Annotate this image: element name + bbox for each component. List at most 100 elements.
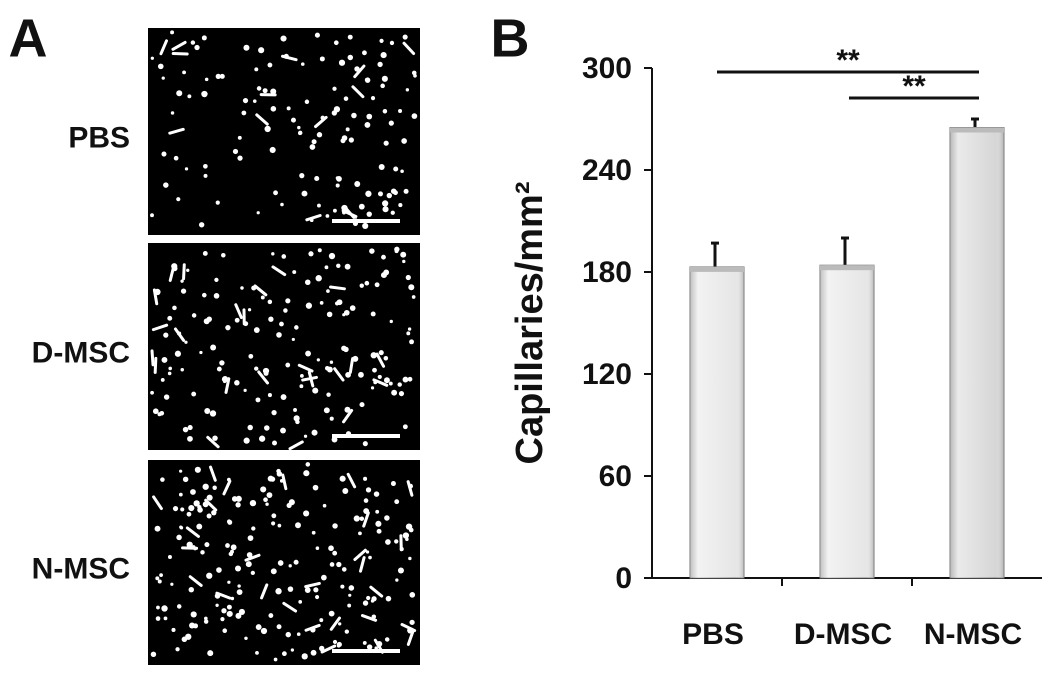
vessel xyxy=(291,648,294,651)
vessel xyxy=(263,88,268,93)
vessel xyxy=(404,189,409,194)
vessel xyxy=(384,141,389,146)
vessel xyxy=(190,489,196,495)
vessel xyxy=(381,52,387,58)
vessel xyxy=(251,286,256,291)
image-label: PBS xyxy=(68,121,130,154)
vessel xyxy=(341,205,347,211)
vessel xyxy=(219,360,224,365)
vessel xyxy=(203,484,209,490)
vessel xyxy=(399,391,404,396)
panel-label: A xyxy=(9,8,48,68)
vessel xyxy=(412,113,418,119)
vessel xyxy=(280,35,286,41)
vessel xyxy=(315,275,321,281)
vessel xyxy=(314,176,319,181)
vessel xyxy=(379,350,384,355)
vessel xyxy=(193,613,196,616)
vessel xyxy=(287,106,291,110)
vessel xyxy=(201,91,207,97)
vessel xyxy=(332,551,337,556)
vessel xyxy=(164,616,168,620)
vessel xyxy=(152,351,153,365)
vessel xyxy=(271,410,276,415)
vessel xyxy=(256,397,261,402)
vessel xyxy=(311,650,317,656)
vessel xyxy=(177,604,182,609)
vessel xyxy=(280,203,284,207)
vessel xyxy=(251,526,255,530)
vessel xyxy=(315,33,320,38)
vessel xyxy=(183,477,188,482)
vessel xyxy=(391,211,395,215)
vessel xyxy=(354,181,360,187)
vessel xyxy=(243,98,248,103)
vessel xyxy=(164,394,169,399)
vessel xyxy=(294,415,300,421)
vessel xyxy=(401,138,407,144)
vessel xyxy=(360,516,364,520)
vessel xyxy=(289,564,292,567)
vessel xyxy=(304,435,307,438)
vessel xyxy=(180,507,184,511)
vessel xyxy=(342,567,347,572)
vessel xyxy=(257,86,262,91)
vessel xyxy=(403,532,409,538)
vessel xyxy=(367,211,372,216)
vessel xyxy=(204,542,209,547)
x-tick-label: PBS xyxy=(682,618,744,651)
vessel xyxy=(207,316,212,321)
vessel xyxy=(194,45,199,50)
vessel xyxy=(330,417,334,421)
vessel xyxy=(358,531,362,535)
vessel xyxy=(155,526,161,532)
vessel xyxy=(340,476,346,482)
vessel xyxy=(382,206,388,212)
vessel xyxy=(362,50,367,55)
y-tick-label: 240 xyxy=(582,154,632,187)
vessel xyxy=(298,600,302,604)
vessel xyxy=(300,374,304,378)
vessel xyxy=(176,197,180,201)
vessel xyxy=(347,604,351,608)
vessel xyxy=(238,136,242,140)
vessel xyxy=(221,608,226,613)
vessel xyxy=(294,325,299,330)
vessel xyxy=(406,523,412,529)
vessel xyxy=(182,637,187,642)
vessel xyxy=(337,644,340,647)
vessel xyxy=(179,470,182,473)
vessel xyxy=(159,411,164,416)
vessel xyxy=(271,568,277,574)
vessel xyxy=(334,106,340,112)
vessel xyxy=(158,579,162,583)
vessel xyxy=(295,522,301,528)
vessel xyxy=(394,499,399,504)
vessel xyxy=(398,568,404,574)
vessel xyxy=(222,628,227,633)
vessel xyxy=(278,560,284,566)
vessel xyxy=(264,425,270,431)
vessel xyxy=(333,209,337,213)
vessel xyxy=(192,545,196,549)
vessel xyxy=(212,486,216,490)
vessel xyxy=(258,47,264,53)
y-tick-label: 120 xyxy=(582,358,632,391)
vessel xyxy=(268,393,272,397)
vessel xyxy=(280,479,284,483)
vessel xyxy=(348,35,353,40)
vessel xyxy=(326,214,330,218)
vessel xyxy=(398,109,402,113)
vessel xyxy=(181,288,186,293)
vessel xyxy=(199,222,204,227)
vessel xyxy=(332,87,336,91)
vessel xyxy=(171,628,175,632)
vessel xyxy=(227,581,230,584)
vessel xyxy=(385,637,390,642)
vessel xyxy=(207,495,213,501)
vessel xyxy=(372,615,376,619)
vessel xyxy=(331,287,345,289)
vessel xyxy=(366,596,370,600)
vessel xyxy=(229,552,233,556)
